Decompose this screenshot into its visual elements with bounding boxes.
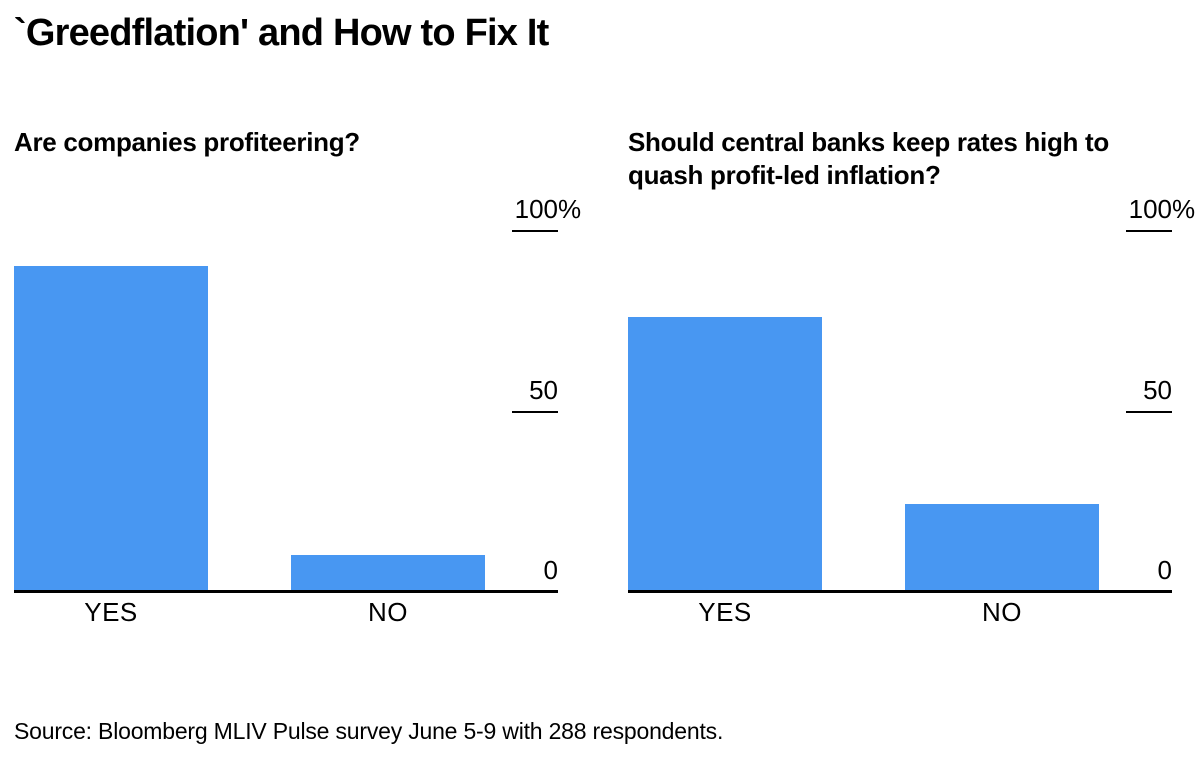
figure-title: `Greedflation' and How to Fix It	[14, 12, 549, 54]
bar-no	[905, 504, 1099, 591]
source-note: Source: Bloomberg MLIV Pulse survey June…	[14, 718, 724, 744]
chart-subtitle-line: Are companies profiteering?	[14, 127, 360, 157]
y-axis-tick-value: 100	[1128, 194, 1172, 224]
y-axis-tick-label: 100%	[1128, 194, 1196, 224]
bar-yes	[628, 317, 822, 591]
y-axis-tick-value: 0	[543, 555, 558, 585]
chart-subtitle-line: quash profit-led inflation?	[628, 160, 941, 190]
chart-subtitle-line: Should central banks keep rates high to	[628, 127, 1109, 157]
y-axis-tick-label: 0	[1158, 556, 1172, 584]
category-label-yes: YES	[698, 597, 752, 627]
y-axis-unit-suffix: %	[558, 194, 582, 224]
category-label-yes: YES	[84, 597, 138, 627]
y-axis-tick-value: 100	[514, 194, 558, 224]
x-axis-line	[14, 590, 558, 593]
y-axis-tick-label: 50	[529, 376, 558, 404]
y-axis-tick-mark	[1126, 230, 1172, 232]
y-axis-tick-value: 50	[529, 374, 558, 405]
chart-companies-profiteering: Are companies profiteering? 100% 50 0 YES NO	[14, 126, 589, 636]
category-label-no: NO	[368, 597, 408, 627]
y-axis-tick-value: 0	[1157, 555, 1172, 585]
y-axis-tick-mark	[512, 410, 558, 413]
plot-area: 100% 50 0 YES NO	[14, 190, 582, 635]
y-axis-tick-value: 50	[1143, 374, 1172, 405]
chart-subtitle: Should central banks keep rates high to q…	[628, 126, 1198, 192]
y-axis-tick-label: 100%	[514, 194, 582, 224]
chart-subtitle: Are companies profiteering?	[14, 126, 584, 159]
y-axis-tick-mark	[512, 230, 558, 232]
y-axis-unit-suffix: %	[1172, 194, 1196, 224]
bar-no	[291, 555, 485, 591]
y-axis-tick-mark	[1126, 410, 1172, 413]
bar-yes	[14, 266, 208, 591]
x-axis-line	[628, 590, 1172, 593]
category-label-no: NO	[982, 597, 1022, 627]
chart-central-banks-rates: Should central banks keep rates high to q…	[628, 126, 1200, 636]
y-axis-tick-label: 50	[1143, 376, 1172, 404]
plot-area: 100% 50 0 YES NO	[628, 190, 1196, 635]
y-axis-tick-label: 0	[544, 556, 558, 584]
